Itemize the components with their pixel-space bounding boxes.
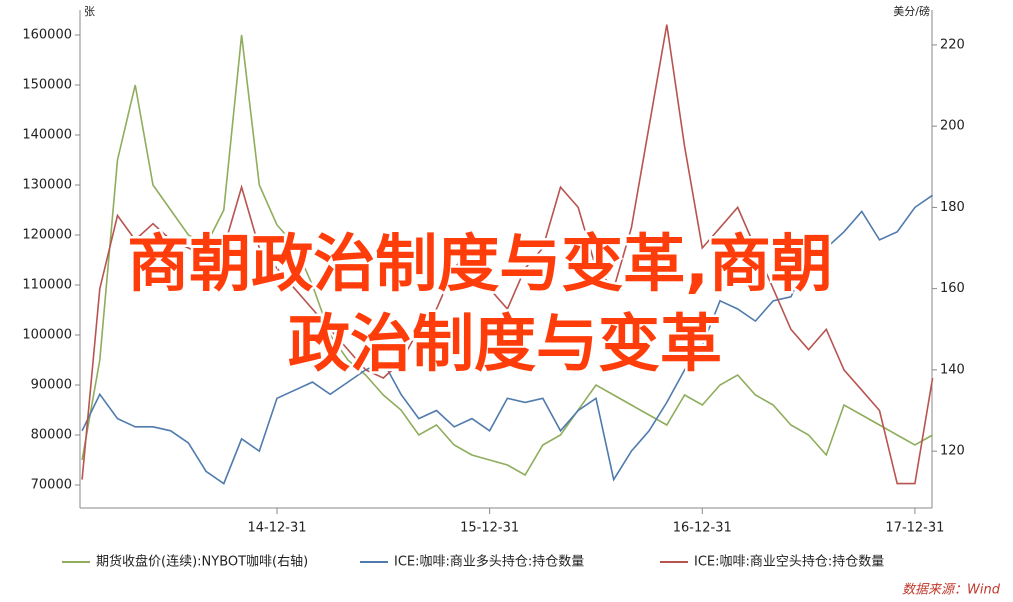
source: 数据来源：Wind xyxy=(902,583,1001,598)
y-tick-label: 150000 xyxy=(22,78,72,93)
series-line xyxy=(81,34,933,477)
x-tick-label: 14-12-31 xyxy=(247,521,306,536)
y-tick-label: 100000 xyxy=(22,328,72,343)
y-tick-label: 130000 xyxy=(22,178,72,193)
legend-label: ICE:咖啡:商业多头持仓:持仓数量 xyxy=(394,554,584,570)
y2-tick-label: 220 xyxy=(940,37,965,52)
legend-label: 期货收盘价(连续):NYBOT咖啡(右轴) xyxy=(96,554,308,570)
overlay-title: 政治制度与变革 xyxy=(288,307,722,380)
y-tick-label: 160000 xyxy=(22,28,72,43)
y2-tick-label: 120 xyxy=(940,444,965,459)
y-tick-label: 80000 xyxy=(31,428,72,443)
x-tick-label: 17-12-31 xyxy=(885,521,944,536)
y-tick-label: 70000 xyxy=(31,478,72,493)
y-tick-label: 140000 xyxy=(22,128,72,143)
series-line xyxy=(81,24,934,485)
y-tick-label: 110000 xyxy=(22,278,72,293)
y-tick-label: 120000 xyxy=(22,228,72,243)
y-unit: 张 xyxy=(84,5,95,18)
series-line xyxy=(81,194,934,485)
y2-tick-label: 140 xyxy=(940,362,965,377)
x-tick-label: 15-12-31 xyxy=(460,521,519,536)
overlay-title: 商朝政治制度与变革,商朝 xyxy=(127,227,833,300)
y2-tick-label: 180 xyxy=(940,200,965,215)
y-tick-label: 90000 xyxy=(31,378,72,393)
y2-tick-label: 160 xyxy=(940,281,965,296)
legend-label: ICE:咖啡:商业空头持仓:持仓数量 xyxy=(694,555,884,570)
y2-unit: 美分/磅 xyxy=(893,4,930,18)
y2-tick-label: 200 xyxy=(940,119,965,134)
x-tick-label: 16-12-31 xyxy=(673,521,732,536)
